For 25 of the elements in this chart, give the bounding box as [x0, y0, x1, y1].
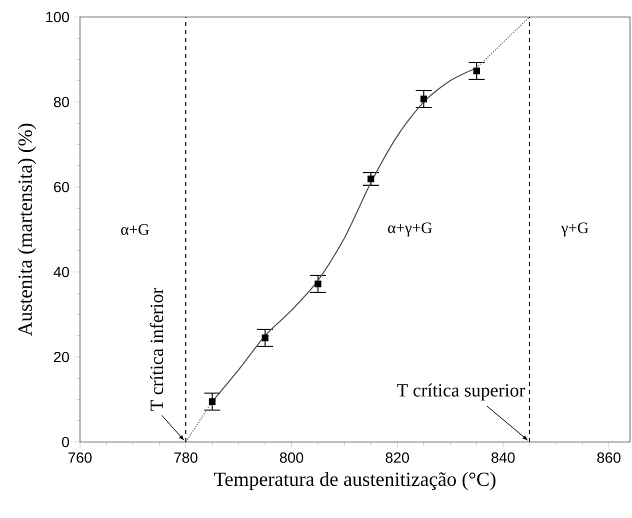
- y-axis-title: Austenita (martensita) (%): [18, 124, 36, 336]
- annotation: α+γ+G: [388, 222, 432, 236]
- point: [368, 176, 374, 182]
- x-tick-label: 820: [386, 452, 409, 463]
- point: [208, 398, 216, 405]
- ref-line-label: T crítica superior: [397, 383, 526, 400]
- y-tick-label: 20: [54, 352, 70, 362]
- x-axis-title: Temperatura de austenitização (°C): [214, 472, 496, 490]
- y-tick-label: 80: [54, 96, 70, 108]
- point: [420, 96, 428, 102]
- annotation: γ+G: [561, 222, 588, 236]
- point: [262, 334, 268, 342]
- x-tick-label: 760: [68, 452, 92, 463]
- y-tick-label: 40: [54, 266, 70, 278]
- annotation: α+G: [121, 224, 149, 235]
- x-tick-label: 800: [280, 452, 304, 463]
- x-tick-label: 840: [491, 452, 515, 463]
- y-tick-label: 100: [46, 12, 70, 22]
- x-tick-label: 860: [597, 452, 620, 463]
- ref-line-label: T crítica inferior: [150, 288, 164, 411]
- point: [473, 68, 480, 74]
- point: [314, 280, 322, 288]
- y-tick-label: 60: [54, 182, 70, 192]
- y-tick-label: 0: [62, 436, 70, 448]
- x-tick-label: 780: [174, 452, 198, 463]
